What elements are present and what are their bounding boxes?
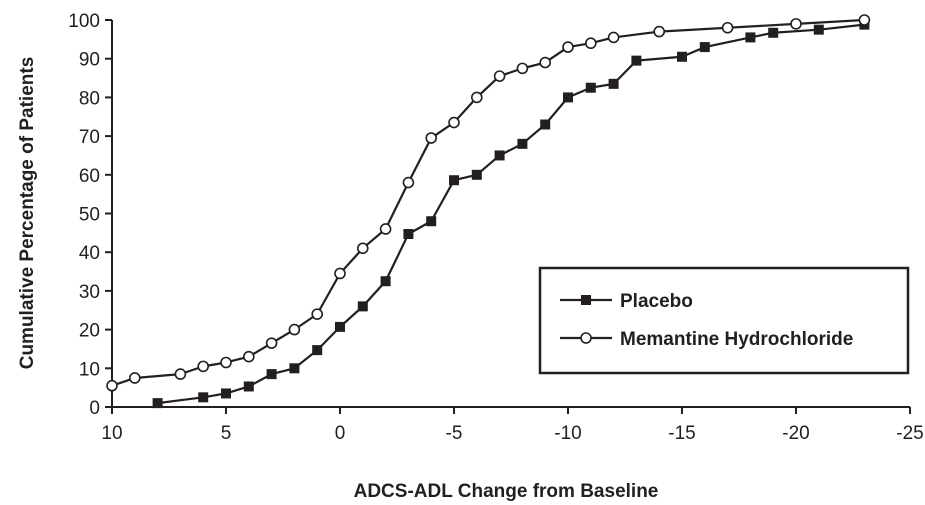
y-tick-label: 90 xyxy=(79,50,100,71)
y-axis-ticks: 0 10 20 30 40 50 60 70 80 90 100 xyxy=(68,11,112,419)
x-axis-title: ADCS-ADL Change from Baseline xyxy=(354,481,659,502)
x-tick-label: 10 xyxy=(101,423,122,444)
data-point-placebo-marker xyxy=(152,398,163,409)
data-point-memantine-marker xyxy=(470,91,483,104)
y-tick-label: 80 xyxy=(79,88,100,109)
data-point-placebo-marker xyxy=(335,321,345,332)
data-point-memantine-marker xyxy=(129,372,141,384)
x-tick-label: -25 xyxy=(896,423,923,444)
data-point-placebo-marker xyxy=(426,216,437,227)
y-tick-label: 100 xyxy=(68,11,100,32)
data-point-placebo-marker xyxy=(312,345,323,356)
data-point-memantine-marker xyxy=(288,323,301,336)
y-tick-label: 60 xyxy=(79,166,100,187)
data-point-placebo-marker xyxy=(745,32,756,43)
x-tick-label: 5 xyxy=(221,423,232,444)
data-point-placebo-marker xyxy=(471,169,482,180)
data-point-memantine-marker xyxy=(607,31,620,44)
data-point-memantine-marker xyxy=(516,62,529,75)
x-axis-ticks: 10 5 0 -5 -10 -15 -20 -25 xyxy=(101,407,924,444)
legend-item-placebo: Placebo xyxy=(560,291,693,312)
data-point-memantine-marker xyxy=(220,356,232,369)
data-point-placebo-marker xyxy=(563,92,573,103)
data-point-memantine-marker xyxy=(562,41,574,53)
data-point-memantine-marker xyxy=(197,360,209,373)
data-point-memantine-marker xyxy=(448,116,460,129)
data-point-memantine-marker xyxy=(106,379,118,392)
y-tick-label: 50 xyxy=(79,205,100,226)
data-point-memantine-marker xyxy=(243,350,255,363)
data-point-memantine-marker xyxy=(265,337,278,349)
data-point-placebo-marker xyxy=(768,27,779,38)
y-tick-label: 70 xyxy=(79,127,100,148)
legend: Placebo Memantine Hydrochloride xyxy=(538,266,910,375)
legend-label-placebo: Placebo xyxy=(620,291,693,312)
data-point-memantine-marker xyxy=(721,21,734,34)
x-tick-label: -15 xyxy=(668,423,695,444)
data-point-placebo-marker xyxy=(631,55,642,66)
x-tick-label: -10 xyxy=(554,423,581,444)
data-point-memantine-marker xyxy=(334,267,346,280)
data-point-placebo-marker xyxy=(677,51,687,62)
y-tick-label: 20 xyxy=(79,321,100,342)
data-point-memantine-marker xyxy=(539,56,552,69)
x-tick-label: -5 xyxy=(446,423,463,444)
data-point-placebo-marker xyxy=(585,82,596,93)
data-point-placebo-marker xyxy=(380,276,391,287)
legend-swatch-marker xyxy=(581,295,591,305)
data-point-placebo-marker xyxy=(540,119,551,130)
x-tick-label: -20 xyxy=(782,423,809,444)
data-point-memantine-marker xyxy=(653,25,666,38)
y-axis-title: Cumulative Percentage of Patients xyxy=(17,57,38,370)
y-tick-label: 40 xyxy=(79,243,100,264)
data-point-placebo-marker xyxy=(403,229,414,240)
data-point-placebo-marker xyxy=(243,381,254,392)
data-point-memantine-marker xyxy=(356,242,369,255)
data-point-placebo-marker xyxy=(813,24,824,35)
data-point-memantine-marker xyxy=(790,18,802,30)
data-point-placebo-marker xyxy=(357,301,368,312)
data-point-placebo-marker xyxy=(266,369,277,380)
data-point-memantine-marker xyxy=(379,223,392,235)
y-tick-label: 0 xyxy=(89,398,100,419)
y-tick-label: 10 xyxy=(79,359,100,380)
data-point-placebo-marker xyxy=(198,392,209,403)
legend-item-memantine: Memantine Hydrochloride xyxy=(560,329,853,350)
data-point-placebo-marker xyxy=(517,138,528,149)
data-point-memantine-marker xyxy=(493,70,506,82)
x-tick-label: 0 xyxy=(335,423,346,444)
data-point-placebo-marker xyxy=(289,363,300,374)
legend-swatch-marker xyxy=(580,332,592,344)
legend-label-memantine: Memantine Hydrochloride xyxy=(620,329,853,350)
series-placebo xyxy=(152,19,870,409)
data-point-memantine-marker xyxy=(311,308,324,320)
data-point-placebo-marker xyxy=(221,388,231,399)
data-point-memantine-marker xyxy=(425,132,438,144)
data-point-memantine-marker xyxy=(584,37,597,50)
data-point-memantine-marker xyxy=(174,368,187,380)
series-memantine xyxy=(106,14,871,392)
data-point-memantine-marker xyxy=(402,176,415,189)
y-tick-label: 30 xyxy=(79,282,100,303)
legend-box xyxy=(538,266,910,375)
series-layer xyxy=(106,14,871,409)
data-point-memantine-marker xyxy=(858,14,871,26)
data-point-placebo-marker xyxy=(699,42,710,53)
data-point-placebo-marker xyxy=(608,78,619,89)
data-point-placebo-marker xyxy=(494,150,505,161)
data-point-placebo-marker xyxy=(449,175,459,186)
legend-entries: Placebo Memantine Hydrochloride xyxy=(560,291,853,350)
